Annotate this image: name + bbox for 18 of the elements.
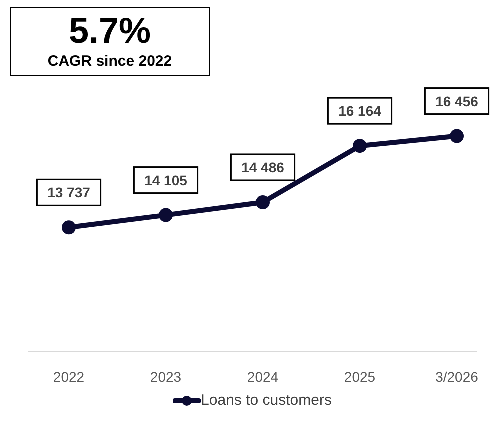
data-label: 14 486 [242, 159, 285, 176]
text: 5.7% [68, 10, 152, 52]
data-label: 13 737 [48, 184, 91, 201]
point [450, 129, 464, 144]
x-tick-label: 2024 [247, 368, 279, 385]
x-tick-label: 2025 [344, 368, 376, 385]
point [353, 139, 367, 154]
x-tick-label: 2022 [53, 368, 85, 385]
point [159, 208, 173, 222]
data-label: 16 164 [338, 103, 382, 120]
data-label: 14 105 [144, 172, 188, 188]
x-tick-label: 3/2026 [436, 368, 479, 385]
text: CAGR since 2022 [46, 52, 174, 72]
point [62, 220, 76, 235]
data-label: 16 456 [436, 93, 479, 110]
legend-label: Loans to customers [201, 392, 332, 409]
x-tick-label: 2023 [150, 368, 182, 385]
point [256, 195, 270, 210]
